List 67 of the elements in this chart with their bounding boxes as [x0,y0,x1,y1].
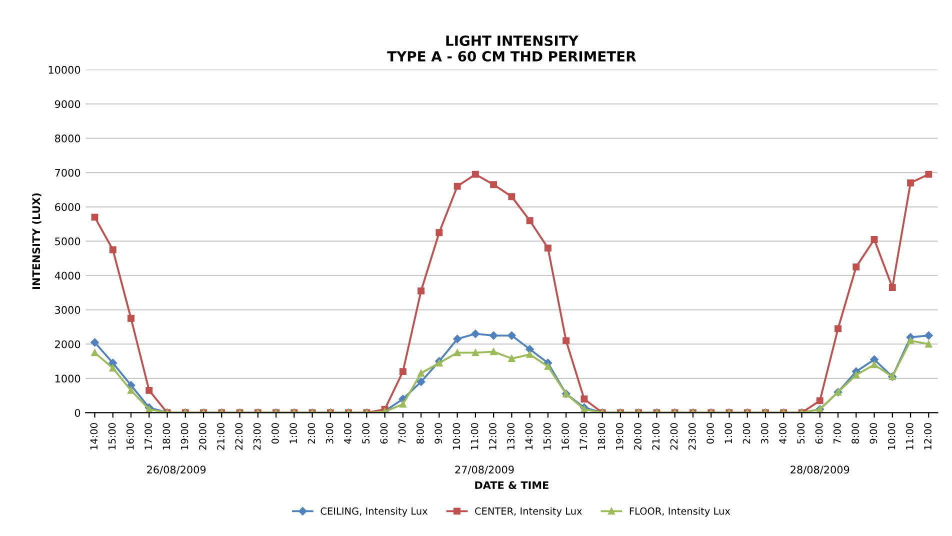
x-tick-label: 19:00 [616,423,624,450]
x-tick-label: 21:00 [217,423,224,450]
x-tick-label: 7:00 [398,423,406,444]
x-tick-label: 9:00 [434,423,442,444]
x-tick-label: 18:00 [162,423,170,450]
x-tick-label: 6:00 [380,423,388,444]
y-axis-title: INTENSITY (LUX) [32,193,42,289]
x-tick-label: 2:00 [308,423,316,444]
x-tick-label: 17:00 [144,423,152,450]
x-tick-label: 21:00 [652,423,660,450]
x-tick-label: 16:00 [126,423,134,450]
x-tick-label: 7:00 [833,423,841,444]
x-tick-label: 12:00 [489,423,496,450]
x-tick-label: 16:00 [562,423,569,450]
x-tick-label: 8:00 [416,423,424,444]
text: 26/08/2009 [147,466,206,474]
text: 27/08/2009 [455,466,514,474]
x-tick-label: 20:00 [198,423,206,450]
x-tick-label: 18:00 [598,423,606,450]
x-tick-label: 10:00 [452,423,460,450]
x-tick-label: 0:00 [271,423,279,444]
legend-label: FLOOR, Intensity Lux [630,507,730,517]
x-tick-label: 1:00 [724,423,732,444]
y-tick-label: 2000 [55,340,80,348]
x-tick-label: 14:00 [90,423,98,450]
x-tick-label: 1:00 [290,423,297,444]
x-tick-label: 20:00 [634,423,642,450]
x-tick-label: 8:00 [852,423,859,444]
x-tick-label: 5:00 [797,423,805,444]
x-tick-label: 9:00 [870,423,878,444]
y-tick-label: 0 [74,408,80,417]
x-tick-label: 14:00 [525,423,533,450]
x-tick-label: 11:00 [906,423,914,450]
chart-title: LIGHT INTENSITY TYPE A - 60 CM THD PERIMETER [387,35,636,62]
x-tick-label: 3:00 [326,423,334,444]
x-tick-label: 10:00 [888,423,896,450]
x-tick-label: 2:00 [742,423,750,444]
y-tick-label: 9000 [54,100,80,108]
x-tick-label: 6:00 [815,423,823,444]
legend-label: CENTER, Intensity Lux [475,507,582,517]
y-tick-label: 3000 [55,306,80,314]
x-tick-label: 4:00 [344,423,352,444]
legend-label: CEILING, Intensity Lux [320,507,428,517]
x-tick-label: 4:00 [779,423,786,444]
x-tick-label: 13:00 [507,423,515,450]
x-tick-label: 5:00 [362,423,370,444]
x-tick-label: 23:00 [688,423,696,450]
x-axis-title: DATE & TIME [475,481,548,490]
x-tick-label: 12:00 [924,423,932,450]
y-tick-label: 7000 [55,168,80,177]
x-tick-label: 15:00 [543,423,551,450]
x-tick-label: 22:00 [235,423,243,450]
y-tick-label: 5000 [55,237,80,246]
x-tick-label: 15:00 [108,423,116,450]
x-tick-label: 0:00 [706,423,714,444]
x-tick-label: 22:00 [670,423,678,450]
y-tick-label: 8000 [55,134,80,142]
x-tick-label: 19:00 [180,423,188,450]
x-tick-label: 11:00 [470,423,478,450]
x-tick-label: 3:00 [760,423,768,444]
x-tick-label: 23:00 [253,423,261,450]
y-tick-label: 1000 [55,374,80,383]
y-tick-label: 4000 [54,272,80,280]
y-tick-label: 6000 [55,203,80,211]
x-tick-label: 17:00 [580,423,588,450]
text: 28/08/2009 [790,466,850,474]
y-tick-label: 10000 [48,66,80,74]
